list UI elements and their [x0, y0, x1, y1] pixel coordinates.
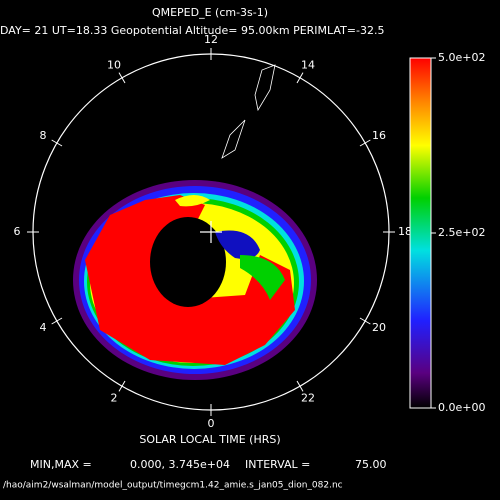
hour-tick — [118, 72, 126, 84]
auroral-field — [73, 180, 317, 380]
colorbar — [409, 57, 432, 409]
title: QMEPED_E (cm-3s-1) — [152, 6, 268, 19]
hour-tick — [118, 380, 126, 392]
hour-label: 8 — [39, 129, 46, 142]
x-axis-label: SOLAR LOCAL TIME (HRS) — [139, 433, 280, 446]
colorbar-ticks: 5.0e+02 2.5e+02 0.0e+00 — [431, 51, 485, 414]
hour-label: 18 — [398, 225, 412, 238]
hour-label: 10 — [107, 59, 121, 72]
hour-tick — [51, 139, 63, 147]
interval-label: INTERVAL = — [245, 458, 310, 471]
coastline — [221, 64, 276, 159]
hour-label: 14 — [301, 59, 315, 72]
subtitle: DAY= 21 UT=18.33 Geopotential Altitude= … — [0, 24, 384, 37]
hour-label: 22 — [301, 391, 315, 404]
hour-tick — [359, 139, 371, 147]
hour-label: 2 — [111, 391, 118, 404]
interval-value: 75.00 — [355, 458, 387, 471]
hour-label: 4 — [39, 321, 46, 334]
hour-label: 6 — [14, 225, 21, 238]
colorbar-tick-label: 5.0e+02 — [438, 51, 485, 64]
hour-label: 12 — [204, 33, 218, 46]
pole-marker — [200, 221, 222, 243]
hour-label: 16 — [372, 129, 386, 142]
hour-label: 20 — [372, 321, 386, 334]
hour-tick — [296, 380, 304, 392]
minmax-label: MIN,MAX = — [30, 458, 92, 471]
minmax-value: 0.000, 3.745e+04 — [130, 458, 230, 471]
hour-tick — [296, 72, 304, 84]
colorbar-tick-label: 0.0e+00 — [438, 401, 485, 414]
hour-labels: 12 14 16 18 20 22 0 2 4 6 8 10 — [14, 33, 413, 430]
colorbar-tick-label: 2.5e+02 — [438, 226, 485, 239]
hour-tick — [359, 317, 371, 325]
hour-tick — [51, 317, 63, 325]
hour-label: 0 — [208, 417, 215, 430]
file-path: /hao/aim2/wsalman/model_output/timegcm1.… — [3, 481, 343, 491]
